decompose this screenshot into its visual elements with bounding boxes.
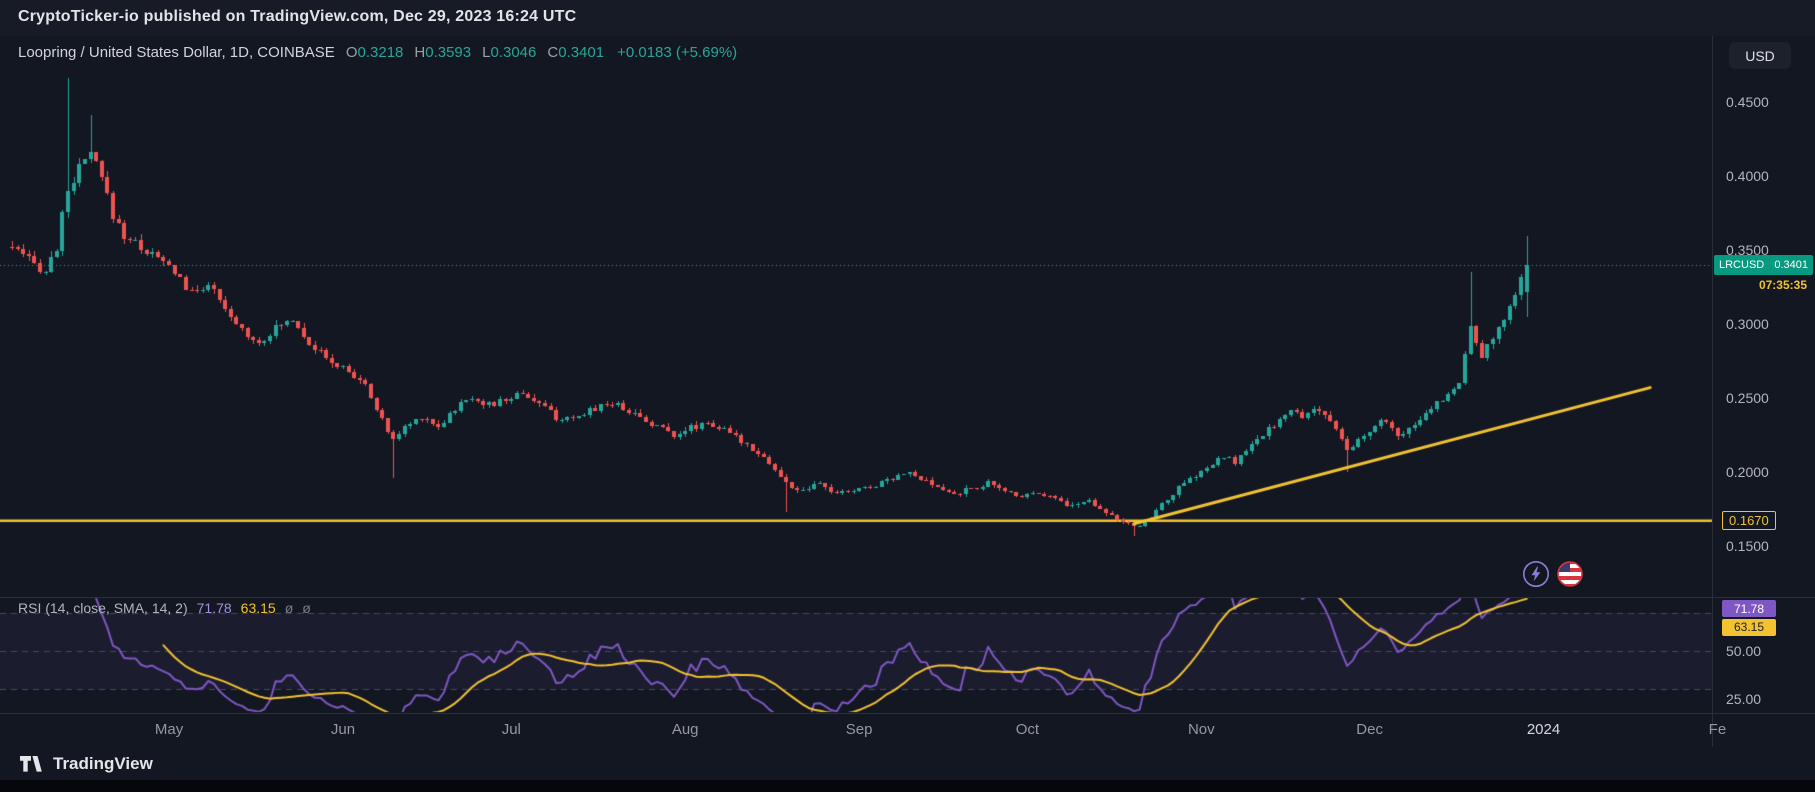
last-price-tag: LRCUSD 0.3401 07:35:35 bbox=[1714, 254, 1813, 292]
time-axis-label: Sep bbox=[845, 721, 873, 738]
close-value: 0.3401 bbox=[558, 44, 605, 61]
symbol-title[interactable]: Loopring / United States Dollar, 1D, COI… bbox=[18, 44, 335, 61]
high-label: H bbox=[414, 44, 426, 61]
high-value: 0.3593 bbox=[425, 44, 472, 61]
lightning-icon bbox=[1523, 561, 1549, 587]
time-axis-label: Jul bbox=[501, 721, 521, 738]
low-value: 0.3046 bbox=[490, 44, 537, 61]
currency-toggle-button[interactable]: USD bbox=[1729, 42, 1791, 69]
horizontal-line-price-tag: 0.1670 bbox=[1722, 510, 1776, 530]
rsi-value-tag: 71.78 bbox=[1722, 600, 1776, 618]
attribution-bar: CryptoTicker-io published on TradingView… bbox=[0, 0, 1815, 36]
rsi-legend-value: 71.78 bbox=[196, 600, 232, 616]
time-axis-label: Nov bbox=[1187, 721, 1215, 738]
bottom-strip bbox=[0, 780, 1815, 792]
us-flag-icon-button[interactable] bbox=[1556, 560, 1584, 588]
price-axis-tick: 0.3000 bbox=[1726, 316, 1769, 332]
low-label: L bbox=[482, 44, 491, 61]
rsi-legend-sma-value: 63.15 bbox=[240, 600, 276, 616]
close-label: C bbox=[547, 44, 559, 61]
price-axis-separator bbox=[1712, 36, 1713, 747]
rsi-legend-extra-2: ø bbox=[302, 600, 311, 616]
rsi-legend[interactable]: RSI (14, close, SMA, 14, 2) 71.78 63.15 … bbox=[18, 600, 311, 616]
tradingview-logo-text[interactable]: TradingView bbox=[53, 753, 153, 773]
time-axis-label: 2024 bbox=[1526, 721, 1561, 738]
time-axis-label: Jun bbox=[330, 721, 356, 738]
change-value: +0.0183 (+5.69%) bbox=[617, 44, 738, 61]
price-axis-tick: 0.2500 bbox=[1726, 390, 1769, 406]
symbol-legend[interactable]: Loopring / United States Dollar, 1D, COI… bbox=[18, 44, 737, 61]
rsi-title[interactable]: RSI (14, close, SMA, 14, 2) bbox=[18, 600, 188, 616]
lightning-icon-button[interactable] bbox=[1522, 560, 1550, 588]
open-value: 0.3218 bbox=[357, 44, 404, 61]
rsi-axis-tick: 25.00 bbox=[1726, 691, 1762, 707]
time-axis-label: Aug bbox=[671, 721, 699, 738]
time-axis-separator bbox=[0, 713, 1815, 714]
price-axis-tick: 0.4500 bbox=[1726, 94, 1769, 110]
attribution-text: CryptoTicker-io published on TradingView… bbox=[18, 8, 577, 25]
us-flag-icon bbox=[1557, 561, 1583, 587]
price-tag-symbol: LRCUSD bbox=[1719, 258, 1765, 271]
footer-bar: TradingView bbox=[0, 747, 1815, 780]
chart-canvas[interactable] bbox=[0, 0, 1815, 747]
time-axis-label: Oct bbox=[1015, 721, 1040, 738]
price-axis-tick: 0.3500 bbox=[1726, 242, 1769, 258]
time-axis-label: May bbox=[154, 721, 184, 738]
open-label: O bbox=[345, 44, 358, 61]
rsi-sma-tag: 63.15 bbox=[1722, 618, 1776, 636]
price-axis-tick: 0.2000 bbox=[1726, 464, 1769, 480]
price-axis-tick: 0.1500 bbox=[1726, 538, 1769, 554]
rsi-axis-tick: 50.00 bbox=[1726, 643, 1762, 659]
price-axis-tick: 0.4000 bbox=[1726, 168, 1769, 184]
time-axis-label: Dec bbox=[1356, 721, 1383, 738]
pane-separator[interactable] bbox=[0, 597, 1815, 598]
time-axis-label: Fe bbox=[1708, 721, 1727, 738]
tradingview-logo-icon[interactable] bbox=[20, 755, 44, 772]
rsi-legend-extra-1: ø bbox=[284, 600, 294, 616]
countdown-timer: 07:35:35 bbox=[1758, 277, 1807, 292]
price-tag-price: 0.3401 bbox=[1774, 258, 1808, 271]
